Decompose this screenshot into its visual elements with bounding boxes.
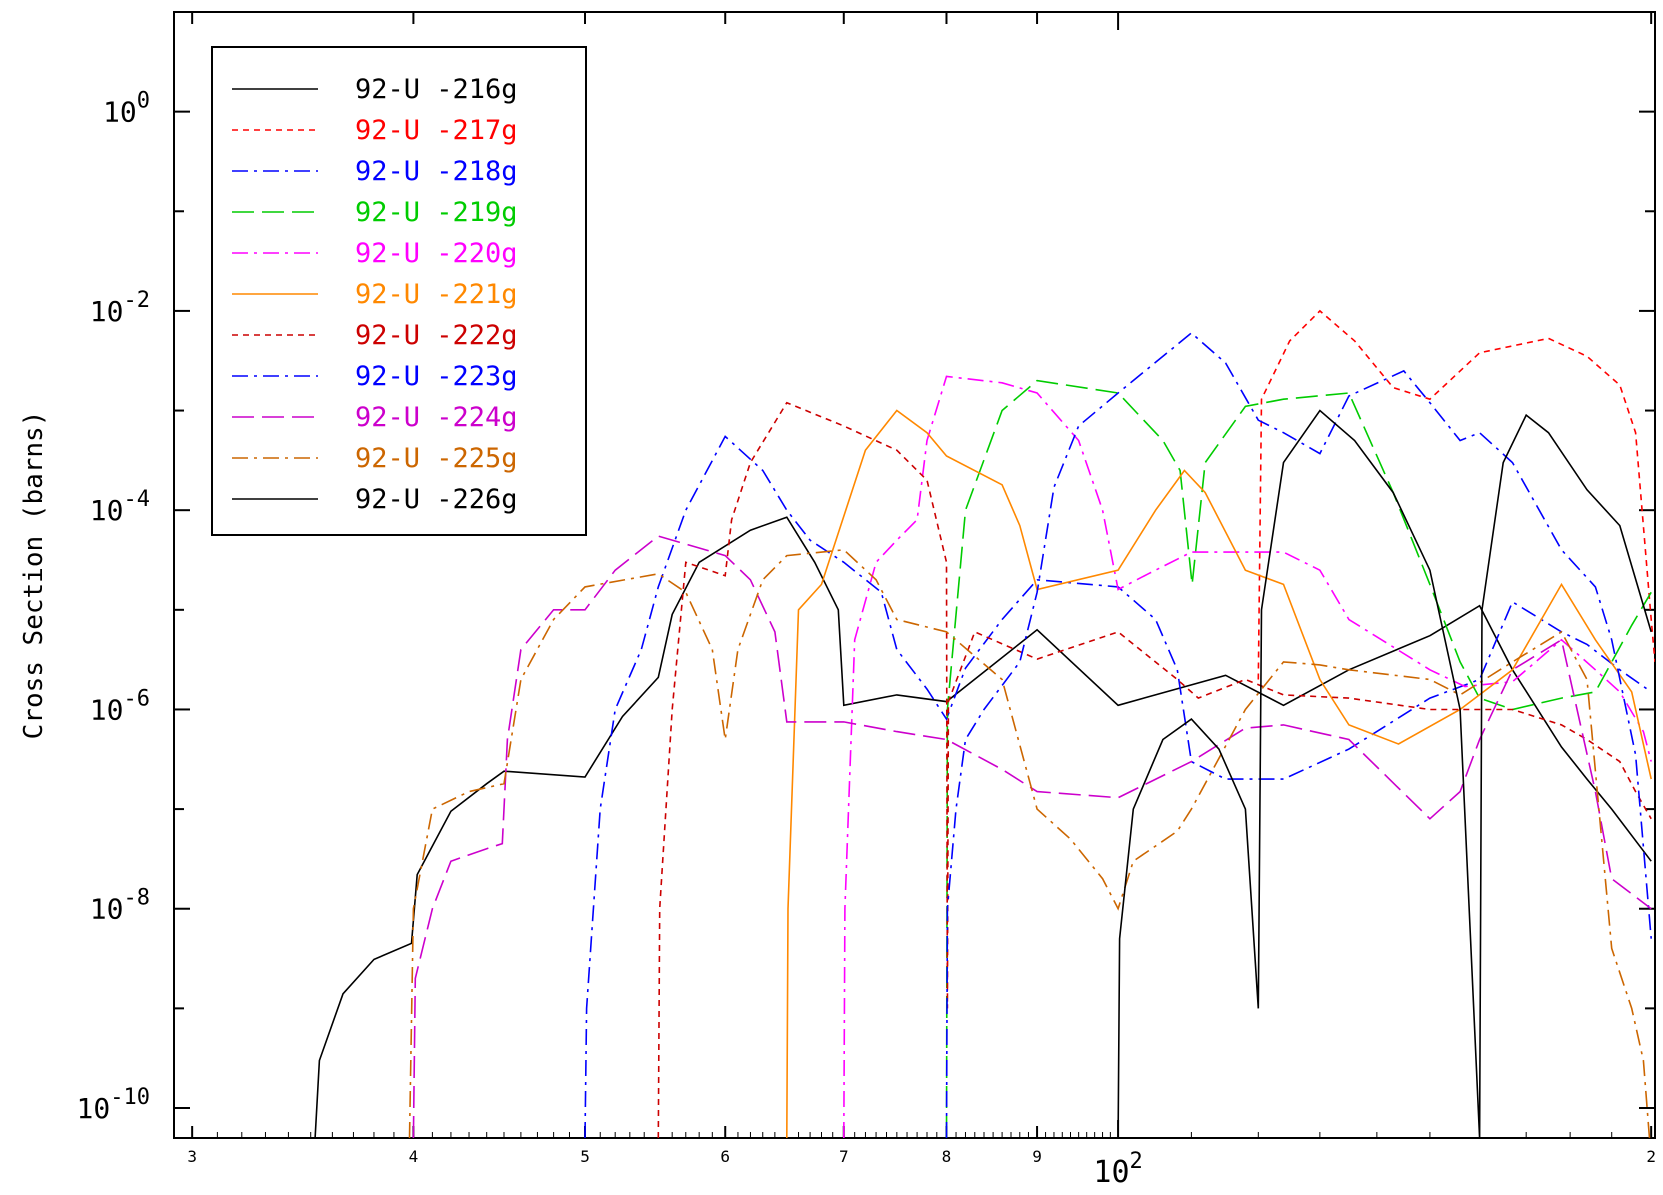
x-tick-label: 7 xyxy=(839,1147,849,1166)
x-tick-label: 6 xyxy=(720,1147,730,1166)
y-tick-label: 10-6 xyxy=(90,686,150,726)
legend-label: 92-U -217g xyxy=(355,115,518,146)
legend-label: 92-U -224g xyxy=(355,402,518,433)
series-line-5 xyxy=(843,375,1652,1138)
y-tick-label: 10-10 xyxy=(77,1085,150,1125)
x-tick-label: 9 xyxy=(1032,1147,1042,1166)
series-line-8 xyxy=(945,331,1652,1138)
legend-label: 92-U -222g xyxy=(355,320,518,351)
legend-label: 92-U -221g xyxy=(355,279,518,310)
x-tick-label: 2 xyxy=(1646,1147,1656,1166)
series-layer xyxy=(314,309,1655,1138)
series-line-1 xyxy=(314,516,1652,1138)
legend-label: 92-U -223g xyxy=(355,361,518,392)
legend-label: 92-U -226g xyxy=(355,484,518,515)
y-tick-label: 10-2 xyxy=(90,288,150,328)
legend-box xyxy=(211,46,587,536)
y-tick-label: 10-4 xyxy=(90,487,150,527)
series-line-9 xyxy=(412,535,1652,1138)
series-line-2 xyxy=(1257,309,1655,680)
x-tick-label: 3 xyxy=(187,1147,197,1166)
y-axis-label: Cross Section (barns) xyxy=(19,411,49,740)
series-line-4 xyxy=(945,379,1652,1138)
legend-label: 92-U -220g xyxy=(355,238,518,269)
x-tick-label: 102 xyxy=(1093,1149,1142,1190)
legend: 92-U -216g 92-U -217g 92-U -218g 92-U -219g… xyxy=(211,46,587,536)
y-tick-label: 100 xyxy=(103,89,150,129)
series-line-7 xyxy=(657,401,1652,1138)
y-axis: 100 10-2 10-4 10-6 10-8 10-10 xyxy=(77,11,1655,1125)
legend-label: 92-U -225g xyxy=(355,443,518,474)
legend-label: 92-U -218g xyxy=(355,156,518,187)
series-line-10 xyxy=(408,548,1651,1138)
legend-label: 92-U -216g xyxy=(355,74,518,105)
x-tick-label: 4 xyxy=(409,1147,419,1166)
x-tick-label: 8 xyxy=(942,1147,952,1166)
series-line-11 xyxy=(1117,409,1652,1138)
y-tick-label: 10-8 xyxy=(90,886,150,926)
x-tick-label: 5 xyxy=(580,1147,590,1166)
plot-frame xyxy=(173,11,1656,1139)
legend-label: 92-U -219g xyxy=(355,197,518,228)
series-line-6 xyxy=(786,409,1652,1138)
